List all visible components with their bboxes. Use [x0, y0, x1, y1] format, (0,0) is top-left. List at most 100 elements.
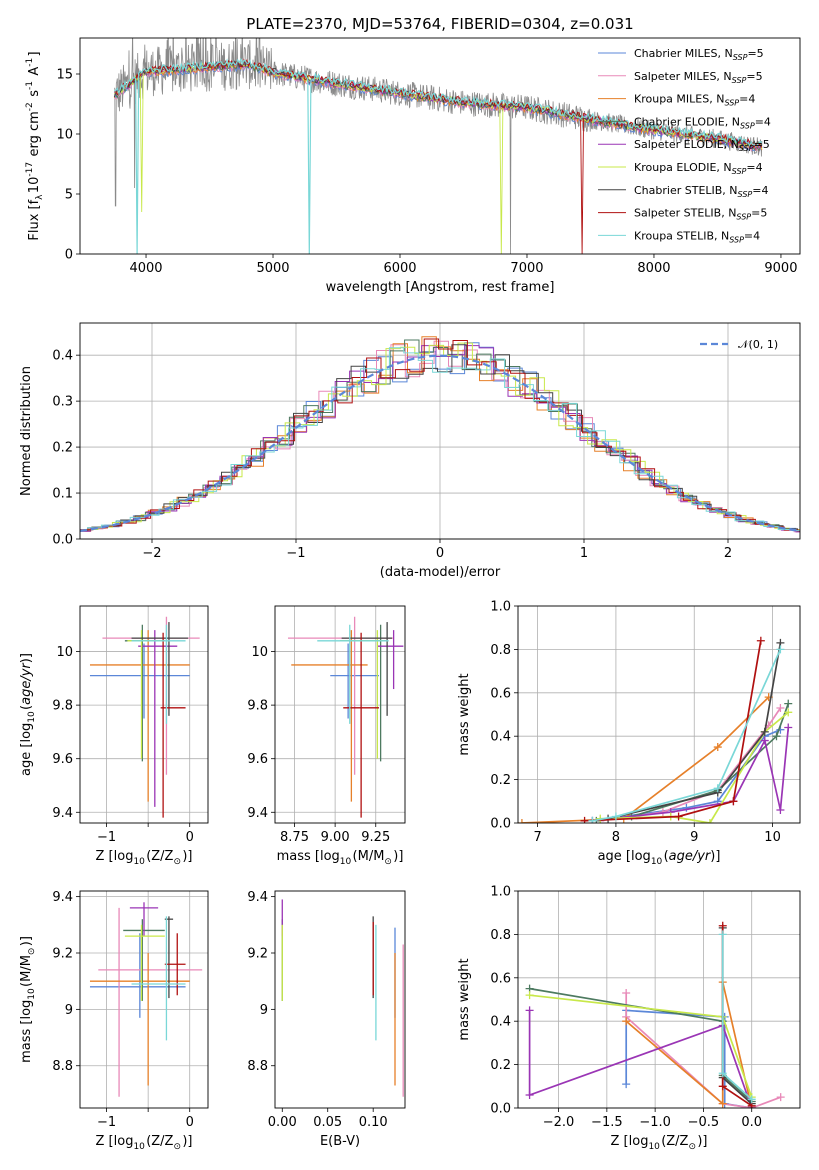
- plus-marker: [747, 1095, 756, 1104]
- plus-marker: [718, 1099, 727, 1108]
- legend-sub: SSP: [729, 235, 744, 244]
- mass-weight-line: [584, 640, 762, 822]
- label-part: mass [log: [19, 1000, 34, 1063]
- plus-marker: [622, 1080, 631, 1089]
- plus-marker: [713, 784, 722, 793]
- label-part: mass weight: [457, 958, 472, 1040]
- y-axis-label: mass weight: [457, 673, 472, 755]
- histogram-steps: [87, 347, 800, 532]
- legend-tail: =4: [755, 115, 771, 128]
- y-tick-label: 10: [251, 645, 268, 660]
- plus-marker: [525, 1090, 534, 1099]
- plus-marker: [784, 723, 793, 732]
- legend-label: Chabrier STELIB, N: [634, 184, 738, 197]
- x-tick-label: 0: [436, 546, 444, 561]
- y-tick-label: 0.8: [490, 928, 511, 943]
- legend-entry: Salpeter MILES, NSSP=5: [634, 70, 763, 85]
- legend-tail: =5: [746, 70, 762, 83]
- label-part: 10: [651, 857, 663, 867]
- mass-weight-line: [529, 994, 753, 1098]
- x-tick-label: 0: [186, 1115, 194, 1130]
- legend-entry: Salpeter ELODIE, NSSP=5: [634, 138, 770, 153]
- label-part: )]: [182, 849, 192, 864]
- x-tick-label: −1: [97, 1115, 116, 1130]
- x-axis-label: (data-model)/error: [380, 565, 501, 580]
- legend-sub: SSP: [740, 121, 755, 130]
- y-tick-label: 1.0: [490, 600, 511, 615]
- y-tick-label: 0.6: [490, 686, 511, 701]
- y-tick-label: 8.8: [52, 1059, 73, 1074]
- y-axis-label: Flux [fλ 10-17 erg cm-2 s-1 A-1 ]: [25, 51, 45, 240]
- x-tick-label: −2.0: [543, 1115, 575, 1130]
- plus-marker: [776, 805, 785, 814]
- legend-sub: SSP: [738, 190, 753, 199]
- legend-entry: Kroupa STELIB, NSSP=4: [634, 229, 760, 244]
- x-tick-label: −1.0: [639, 1115, 671, 1130]
- label-part: Z [log: [611, 1134, 649, 1149]
- label-part: -2: [25, 102, 35, 111]
- axes-frame: [517, 605, 801, 824]
- y-tick-label: 0.4: [490, 1015, 511, 1030]
- x-tick-label: 8.75: [280, 830, 309, 845]
- plus-marker: [760, 736, 769, 745]
- label-part: Z [log: [96, 1134, 134, 1149]
- plot-area: [89, 616, 200, 818]
- y-tick-label: 0.2: [52, 441, 73, 456]
- legend-entry: Chabrier MILES, NSSP=5: [634, 47, 764, 62]
- y-tick-label: 0.4: [52, 349, 73, 364]
- axes-frame: [274, 605, 406, 824]
- legend-tail: =5: [747, 47, 763, 60]
- y-tick-label: 0.0: [490, 817, 511, 832]
- label-part: )]: [697, 1134, 707, 1149]
- legend-entry: Chabrier STELIB, NSSP=4: [634, 184, 768, 199]
- y-tick-label: 1.0: [490, 885, 511, 900]
- x-tick-label: 0.0: [741, 1115, 762, 1130]
- x-tick-label: 9.00: [321, 830, 350, 845]
- mass-weight-line: [529, 987, 753, 1103]
- x-tick-label: 8: [612, 830, 620, 845]
- plus-marker: [760, 727, 769, 736]
- legend-label: Chabrier MILES, N: [634, 47, 733, 60]
- axes-frame: [79, 37, 801, 255]
- legend-tail: =4: [744, 229, 760, 242]
- legend-sub: SSP: [732, 167, 747, 176]
- label-part: 10: [133, 1142, 145, 1152]
- errorbar-point: [127, 630, 165, 759]
- legend-entry: Kroupa ELODIE, NSSP=4: [634, 161, 763, 176]
- x-tick-label: −0.5: [688, 1115, 720, 1130]
- x-tick-label: −1: [286, 546, 305, 561]
- label-part: 10: [27, 988, 37, 1000]
- label-part: A: [27, 67, 42, 80]
- legend-label: Salpeter STELIB, N: [634, 207, 736, 220]
- plot-area: [288, 616, 404, 818]
- plus-marker: [718, 921, 727, 930]
- y-tick-label: 9: [260, 1003, 268, 1018]
- y-tick-label: 0.2: [490, 1058, 511, 1073]
- errorbar-point: [160, 632, 186, 818]
- errorbar-point: [340, 630, 384, 759]
- errorbar-point: [89, 933, 186, 1018]
- model-spectrum-line: [114, 58, 763, 254]
- errorbar-point: [124, 924, 165, 1001]
- label-part: -1: [25, 58, 35, 67]
- legend-label: Kroupa MILES, N: [634, 93, 724, 106]
- plus-marker: [705, 819, 714, 823]
- errorbar-point: [89, 953, 190, 1086]
- label-part: (: [664, 849, 669, 864]
- x-tick-label: 5000: [256, 261, 289, 276]
- y-tick-label: 0.2: [490, 773, 511, 788]
- y-axis-label: mass [log10 (M/M⊙ )]: [19, 936, 37, 1063]
- y-tick-label: 0.0: [490, 1102, 511, 1117]
- plot-area: [113, 38, 763, 254]
- legend-sub: SSP: [724, 99, 739, 108]
- legend-entry: Salpeter STELIB, NSSP=5: [634, 207, 767, 222]
- legend-tail: =4: [746, 161, 762, 174]
- legend-sub: SSP: [739, 144, 754, 153]
- axes-weight_vs_Z: −2.0 −1.5 −1.0 −0.5 0.0 0.0 0.2 0.4 0.6 0.8 1.0 Z […: [457, 885, 801, 1152]
- y-tick-label: 10: [56, 645, 73, 660]
- plot-area: [89, 902, 203, 1097]
- legend: 𝒩(0, 1): [700, 338, 778, 351]
- y-tick-label: 0.0: [52, 533, 73, 548]
